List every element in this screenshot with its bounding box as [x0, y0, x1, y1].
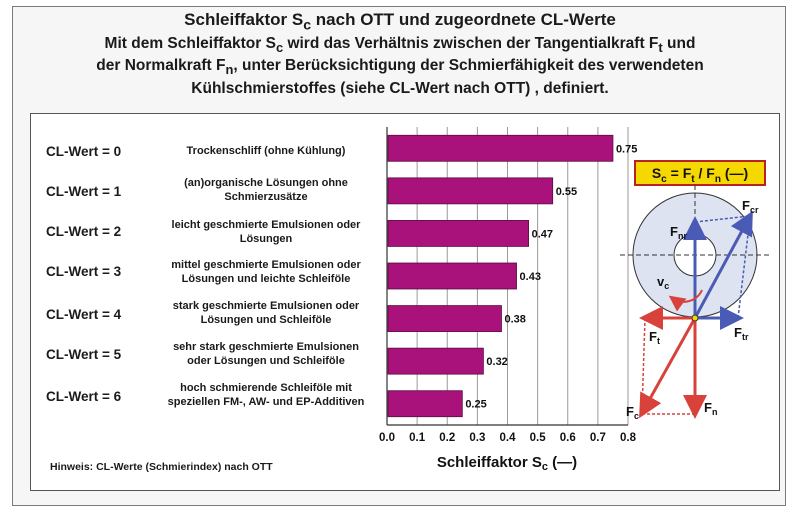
x-tick-label: 0.5	[530, 432, 547, 444]
x-tick-label: 0.0	[379, 432, 395, 444]
fc-arrow	[639, 317, 697, 419]
ft-label: Ft	[649, 329, 660, 346]
vc-label: vc	[657, 274, 669, 291]
formula-box: Sc = Ft / Fn (—)	[634, 160, 766, 186]
bar-value-label: 0.25	[465, 399, 486, 411]
cl-description: sehr stark geschmierte Emulsionen oder Lö…	[173, 341, 359, 367]
cl-description: (an)organische Lösungen ohne Schmierzusät…	[184, 177, 348, 203]
bar	[387, 305, 502, 332]
cl-description: hoch schmierende Schleiföle mit spezielle…	[167, 382, 365, 408]
cl-label: CL-Wert = 0	[46, 144, 122, 159]
cl-description: mittel geschmierte Emulsionen oder Lösung…	[171, 259, 361, 285]
cl-label: CL-Wert = 3	[46, 264, 122, 279]
fnr-label: Fnr	[670, 224, 687, 241]
bar-value-label: 0.75	[616, 143, 637, 155]
bar-value-label: 0.38	[504, 314, 525, 326]
bar-value-label: 0.55	[556, 186, 577, 198]
title-line-1: Schleiffaktor Sc nach OTT und zugeordnet…	[184, 10, 616, 34]
fn-label: Fn	[704, 400, 717, 417]
x-axis-label: Schleiffaktor Sc (—)	[437, 454, 577, 473]
x-tick-label: 0.3	[469, 432, 485, 444]
cl-label: CL-Wert = 4	[46, 307, 122, 322]
title-line-4: Kühlschmierstoffes (siehe CL-Wert nach O…	[191, 79, 609, 97]
bar	[387, 262, 517, 290]
cl-description: stark geschmierte Emulsionen oder Lösunge…	[172, 300, 360, 326]
x-tick-label: 0.1	[409, 432, 426, 444]
ftr-label: Ftr	[734, 325, 749, 342]
bar	[387, 177, 554, 205]
title-line-2: Mit dem Schleiffaktor Sc wird das Verhäl…	[104, 35, 696, 56]
x-tick-label: 0.4	[500, 432, 517, 444]
x-tick-label: 0.6	[560, 432, 576, 444]
x-tick-label: 0.7	[590, 432, 606, 444]
bar	[387, 134, 614, 162]
contact-point	[691, 314, 699, 322]
cl-description: Trockenschliff (ohne Kühlung)	[186, 145, 346, 157]
title-line-3: der Normalkraft Fn, unter Berücksichtigu…	[96, 57, 704, 78]
cl-description: leicht geschmierte Emulsionen oder Lösung…	[171, 219, 361, 245]
bar-value-label: 0.32	[486, 356, 507, 368]
fcr-label: Fcr	[742, 198, 759, 215]
x-tick-label: 0.2	[439, 432, 455, 444]
hint-note: Hinweis: CL-Werte (Schmierindex) nach OT…	[50, 461, 273, 473]
fc-label: Fc	[626, 404, 639, 421]
cl-label: CL-Wert = 2	[46, 224, 122, 239]
cl-label: CL-Wert = 6	[46, 389, 122, 404]
bar-value-label: 0.47	[532, 228, 553, 240]
bar	[387, 220, 529, 247]
x-tick-label: 0.8	[620, 432, 637, 444]
fcr-arrow	[693, 210, 753, 319]
bar-value-label: 0.43	[520, 271, 541, 283]
cl-label: CL-Wert = 5	[46, 347, 122, 362]
bar	[387, 390, 463, 418]
rotation-arrow	[668, 289, 703, 312]
bar	[387, 347, 484, 375]
figure-title: Schleiffaktor Sc nach OTT und zugeordnet…	[20, 10, 780, 98]
cl-label: CL-Wert = 1	[46, 184, 122, 199]
